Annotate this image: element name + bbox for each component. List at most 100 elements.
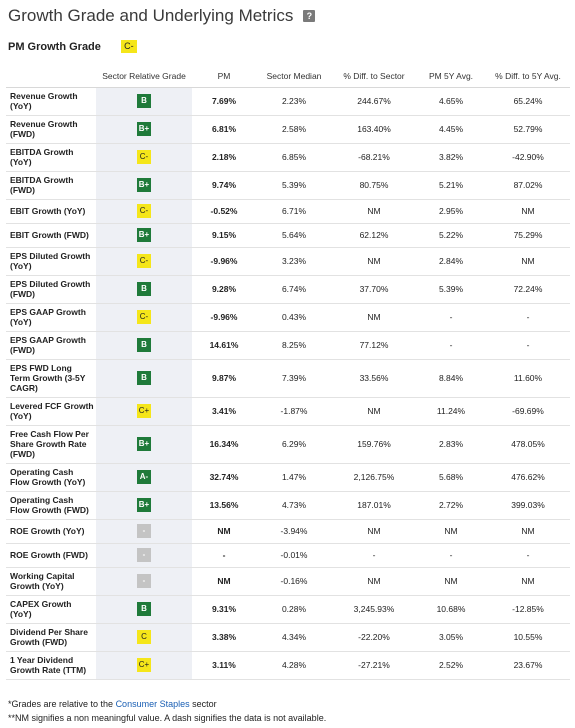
avg-5y-value: 5.22%	[416, 223, 486, 248]
metric-name-line: CAPEX Growth	[10, 599, 72, 609]
pm-value: -9.96%	[192, 303, 256, 332]
metric-name-line: EPS Diluted Growth	[10, 279, 91, 289]
metric-name-line: Flow Growth (FWD)	[10, 505, 89, 515]
column-header-pm: PM	[192, 66, 256, 88]
diff-5y-value: NM	[486, 519, 570, 544]
column-header-diff-sector: % Diff. to Sector	[332, 66, 416, 88]
metric-name-line: (YoY)	[10, 157, 32, 167]
avg-5y-value: -	[416, 331, 486, 360]
column-header-5y-avg: PM 5Y Avg.	[416, 66, 486, 88]
sector-median-value: 6.71%	[256, 199, 332, 224]
metric-name-line: Flow Growth (YoY)	[10, 477, 86, 487]
avg-5y-value: 2.72%	[416, 491, 486, 520]
diff-5y-value: -	[486, 543, 570, 568]
sector-median-value: 6.74%	[256, 275, 332, 304]
grade-cell: -	[96, 519, 192, 544]
diff-sector-value: NM	[332, 303, 416, 332]
grade-badge: C+	[137, 404, 151, 418]
grade-badge: C	[137, 630, 151, 644]
sector-median-value: -0.16%	[256, 567, 332, 596]
table-row: EBIT Growth (YoY) C- -0.52% 6.71% NM 2.95% NM	[6, 199, 570, 224]
metric-name: EBITDA Growth (FWD)	[6, 171, 96, 200]
diff-sector-value: 2,126.75%	[332, 463, 416, 492]
sector-median-value: 6.85%	[256, 143, 332, 172]
metric-name-line: Growth Rate (TTM)	[10, 665, 87, 675]
column-header-grade: Sector Relative Grade	[96, 66, 192, 88]
table-header-row: Sector Relative Grade PM Sector Median %…	[6, 66, 570, 88]
table-row: Revenue Growth (YoY) B 7.69% 2.23% 244.67% 4.6…	[6, 87, 570, 116]
diff-5y-value: 23.67%	[486, 651, 570, 680]
table-row: EBITDA Growth (YoY) C- 2.18% 6.85% -68.21% 3.8…	[6, 143, 570, 172]
diff-sector-value: -	[332, 543, 416, 568]
diff-5y-value: -42.90%	[486, 143, 570, 172]
table-row: EPS FWD Long Term Growth (3-5Y CAGR) B 9.87%…	[6, 359, 570, 398]
diff-sector-value: 3,245.93%	[332, 595, 416, 624]
avg-5y-value: 2.83%	[416, 425, 486, 464]
metric-name: EPS FWD Long Term Growth (3-5Y CAGR)	[6, 359, 96, 398]
sector-median-value: 2.23%	[256, 87, 332, 116]
metric-name-line: EPS Diluted Growth	[10, 251, 91, 261]
table-row: EPS GAAP Growth (FWD) B 14.61% 8.25% 77.12% - -	[6, 331, 570, 360]
avg-5y-value: 2.84%	[416, 247, 486, 276]
metric-name: EPS GAAP Growth (YoY)	[6, 303, 96, 332]
table-row: EPS Diluted Growth (YoY) C- -9.96% 3.23% NM 2.…	[6, 247, 570, 276]
metric-name-line: EPS GAAP Growth	[10, 307, 86, 317]
pm-value: 9.28%	[192, 275, 256, 304]
grade-badge: B+	[137, 122, 151, 136]
pm-value: -9.96%	[192, 247, 256, 276]
column-header-diff-5y: % Diff. to 5Y Avg.	[486, 66, 570, 88]
diff-sector-value: -27.21%	[332, 651, 416, 680]
metric-name-line: (YoY)	[10, 261, 32, 271]
table-row: ROE Growth (FWD) - - -0.01% - - -	[6, 543, 570, 568]
diff-sector-value: NM	[332, 519, 416, 544]
pm-value: 3.38%	[192, 623, 256, 652]
pm-value: 9.74%	[192, 171, 256, 200]
avg-5y-value: 4.45%	[416, 115, 486, 144]
grade-cell: B	[96, 331, 192, 360]
metric-name: Revenue Growth (YoY)	[6, 87, 96, 116]
sector-median-value: 0.28%	[256, 595, 332, 624]
grade-cell: C	[96, 623, 192, 652]
grade-cell: C-	[96, 143, 192, 172]
grade-badge: B	[137, 94, 151, 108]
diff-5y-value: 52.79%	[486, 115, 570, 144]
avg-5y-value: 11.24%	[416, 397, 486, 426]
sector-median-value: 4.34%	[256, 623, 332, 652]
overall-grade-badge: C-	[120, 40, 137, 53]
grade-badge: B	[137, 371, 151, 385]
grade-cell: B	[96, 595, 192, 624]
grade-cell: C-	[96, 247, 192, 276]
sector-median-value: -3.94%	[256, 519, 332, 544]
sector-median-value: 6.29%	[256, 425, 332, 464]
metric-name: ROE Growth (FWD)	[6, 543, 96, 568]
diff-5y-value: NM	[486, 247, 570, 276]
diff-5y-value: -12.85%	[486, 595, 570, 624]
diff-5y-value: 72.24%	[486, 275, 570, 304]
metric-name-line: Working Capital	[10, 571, 75, 581]
grade-cell: B+	[96, 171, 192, 200]
diff-sector-value: NM	[332, 247, 416, 276]
sector-median-value: 5.39%	[256, 171, 332, 200]
sector-median-value: 0.43%	[256, 303, 332, 332]
grade-cell: B+	[96, 425, 192, 464]
metric-name-line: EBITDA Growth	[10, 175, 74, 185]
diff-sector-value: 163.40%	[332, 115, 416, 144]
diff-sector-value: NM	[332, 199, 416, 224]
growth-metrics-table: Sector Relative Grade PM Sector Median %…	[6, 66, 570, 680]
pm-value: 9.15%	[192, 223, 256, 248]
diff-sector-value: 37.70%	[332, 275, 416, 304]
section-title-text: Growth Grade and Underlying Metrics	[8, 6, 294, 25]
diff-5y-value: 87.02%	[486, 171, 570, 200]
metric-name-line: EBIT Growth (YoY)	[10, 206, 86, 216]
metric-name: 1 Year Dividend Growth Rate (TTM)	[6, 651, 96, 680]
pm-value: 14.61%	[192, 331, 256, 360]
sector-link[interactable]: Consumer Staples	[115, 699, 190, 709]
metric-name-line: Free Cash Flow Per	[10, 429, 89, 439]
grade-badge: B+	[137, 498, 151, 512]
grade-badge: C-	[137, 254, 151, 268]
avg-5y-value: 2.52%	[416, 651, 486, 680]
table-row: Working Capital Growth (YoY) - NM -0.16% NM NM…	[6, 567, 570, 596]
help-icon[interactable]: ?	[303, 10, 316, 22]
pm-value: NM	[192, 519, 256, 544]
diff-5y-value: -69.69%	[486, 397, 570, 426]
